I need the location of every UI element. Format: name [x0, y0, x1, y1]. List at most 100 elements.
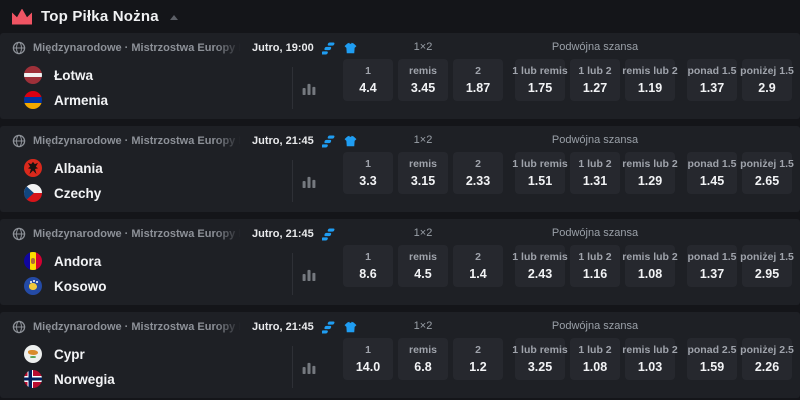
- odds-area: 1×2 Podwójna szansa 1 4.4 remis 3.45 2 1.87…: [343, 38, 794, 101]
- league-name: Międzynarodowe · Mistrzostwa Europy Kwal…: [33, 42, 245, 54]
- team-row-away: Norwegia: [24, 368, 274, 390]
- match-teams-link[interactable]: Cypr Norwegia: [24, 343, 274, 390]
- section-header: Top Piłka Nożna: [0, 0, 800, 33]
- market-1x2-label: 1×2: [413, 40, 433, 53]
- flag-albania-icon: [24, 159, 42, 177]
- odds-button[interactable]: 1 lub remis 1.51: [512, 152, 568, 194]
- match-meta: Międzynarodowe · Mistrzostwa Europy Kwal…: [12, 225, 336, 243]
- odds-button[interactable]: remis 3.45: [398, 59, 448, 101]
- odds-button[interactable]: 2 2.33: [453, 152, 503, 194]
- match-meta: Międzynarodowe · Mistrzostwa Europy Kwal…: [12, 318, 358, 336]
- match-teams-link[interactable]: Andora Kosowo: [24, 250, 274, 297]
- divider: [292, 67, 293, 109]
- market-group-labels: 1×2 Podwójna szansa: [343, 38, 793, 55]
- odds-button[interactable]: poniżej 1.5 2.95: [740, 245, 794, 287]
- statistics-icon[interactable]: [299, 79, 319, 97]
- odds-button[interactable]: 1 lub remis 3.25: [512, 338, 568, 380]
- odds-button[interactable]: 1 lub 2 1.31: [570, 152, 620, 194]
- odds-button[interactable]: poniżej 2.5 2.26: [740, 338, 794, 380]
- section-title: Top Piłka Nożna: [41, 8, 159, 25]
- market-group-labels: 1×2 Podwójna szansa: [343, 224, 793, 241]
- odds-button[interactable]: remis lub 2 1.29: [622, 152, 678, 194]
- flag-cyprus-icon: [24, 345, 42, 363]
- globe-icon: [12, 41, 26, 55]
- market-double-chance-label: Podwójna szansa: [551, 319, 639, 332]
- team-row-home: Andora: [24, 250, 274, 272]
- team-name: Czechy: [54, 185, 102, 201]
- statistics-icon[interactable]: [299, 265, 319, 283]
- market-1x2-label: 1×2: [413, 133, 433, 146]
- boost-icon[interactable]: [321, 41, 336, 55]
- team-name: Cypr: [54, 346, 85, 362]
- odds-button[interactable]: 1 lub 2 1.27: [570, 59, 620, 101]
- team-name: Łotwa: [54, 67, 93, 83]
- odds-row: 1 3.3 remis 3.15 2 2.33 1 lub remis 1.51 1 l…: [343, 152, 794, 194]
- match-time: Jutro, 19:00: [252, 42, 314, 54]
- odds-button[interactable]: 2 1.87: [453, 59, 503, 101]
- odds-button[interactable]: 1 lub 2 1.16: [570, 245, 620, 287]
- odds-row: 1 8.6 remis 4.5 2 1.4 1 lub remis 2.43 1 lub…: [343, 245, 794, 287]
- team-name: Andora: [54, 253, 102, 269]
- flag-norway-icon: [24, 370, 42, 388]
- statistics-icon[interactable]: [299, 172, 319, 190]
- match-teams-link[interactable]: Albania Czechy: [24, 157, 274, 204]
- flag-armenia-icon: [24, 91, 42, 109]
- market-double-chance-label: Podwójna szansa: [551, 133, 639, 146]
- statistics-icon[interactable]: [299, 358, 319, 376]
- market-group-labels: 1×2 Podwójna szansa: [343, 317, 793, 334]
- odds-row: 1 4.4 remis 3.45 2 1.87 1 lub remis 1.75 1 l…: [343, 59, 794, 101]
- league-name: Międzynarodowe · Mistrzostwa Europy Kwal…: [33, 228, 245, 240]
- odds-button[interactable]: remis 4.5: [398, 245, 448, 287]
- odds-row: 1 14.0 remis 6.8 2 1.2 1 lub remis 3.25 1 lu…: [343, 338, 794, 380]
- divider: [292, 160, 293, 202]
- odds-button[interactable]: remis lub 2 1.03: [622, 338, 678, 380]
- boost-icon[interactable]: [321, 134, 336, 148]
- match-list: Międzynarodowe · Mistrzostwa Europy Kwal…: [0, 33, 800, 398]
- match-teams-link[interactable]: Łotwa Armenia: [24, 64, 274, 111]
- match-card: Międzynarodowe · Mistrzostwa Europy Kwal…: [0, 33, 800, 119]
- divider: [292, 253, 293, 295]
- odds-button[interactable]: remis lub 2 1.08: [622, 245, 678, 287]
- odds-area: 1×2 Podwójna szansa 1 14.0 remis 6.8 2 1.2 …: [343, 317, 794, 380]
- market-1x2-label: 1×2: [413, 319, 433, 332]
- crown-icon: [12, 8, 32, 25]
- odds-button[interactable]: 1 lub remis 1.75: [512, 59, 568, 101]
- odds-button[interactable]: 1 14.0: [343, 338, 393, 380]
- odds-button[interactable]: remis 6.8: [398, 338, 448, 380]
- match-meta: Międzynarodowe · Mistrzostwa Europy Kwal…: [12, 132, 358, 150]
- odds-button[interactable]: 1 lub 2 1.08: [570, 338, 620, 380]
- odds-button[interactable]: 2 1.2: [453, 338, 503, 380]
- team-name: Norwegia: [54, 371, 115, 387]
- team-row-home: Cypr: [24, 343, 274, 365]
- market-group-labels: 1×2 Podwójna szansa: [343, 131, 793, 148]
- odds-button[interactable]: ponad 1.5 1.45: [687, 152, 737, 194]
- odds-button[interactable]: remis lub 2 1.19: [622, 59, 678, 101]
- boost-icon[interactable]: [321, 320, 336, 334]
- flag-andorra-icon: [24, 252, 42, 270]
- match-card: Międzynarodowe · Mistrzostwa Europy Kwal…: [0, 312, 800, 398]
- match-time: Jutro, 21:45: [252, 321, 314, 333]
- match-card: Międzynarodowe · Mistrzostwa Europy Kwal…: [0, 219, 800, 305]
- odds-button[interactable]: 1 lub remis 2.43: [512, 245, 568, 287]
- globe-icon: [12, 320, 26, 334]
- odds-button[interactable]: ponad 1.5 1.37: [687, 59, 737, 101]
- odds-button[interactable]: remis 3.15: [398, 152, 448, 194]
- odds-area: 1×2 Podwójna szansa 1 8.6 remis 4.5 2 1.4 1…: [343, 224, 794, 287]
- globe-icon: [12, 134, 26, 148]
- flag-czechia-icon: [24, 184, 42, 202]
- market-double-chance-label: Podwójna szansa: [551, 40, 639, 53]
- odds-button[interactable]: ponad 1.5 1.37: [687, 245, 737, 287]
- odds-button[interactable]: 1 4.4: [343, 59, 393, 101]
- boost-icon[interactable]: [321, 227, 336, 241]
- match-card: Międzynarodowe · Mistrzostwa Europy Kwal…: [0, 126, 800, 212]
- flag-kosovo-icon: [24, 277, 42, 295]
- odds-button[interactable]: 2 1.4: [453, 245, 503, 287]
- odds-button[interactable]: poniżej 1.5 2.65: [740, 152, 794, 194]
- collapse-chevron-icon[interactable]: [169, 15, 178, 20]
- divider: [292, 346, 293, 388]
- odds-button[interactable]: 1 3.3: [343, 152, 393, 194]
- odds-button[interactable]: ponad 2.5 1.59: [687, 338, 737, 380]
- odds-button[interactable]: poniżej 1.5 2.9: [740, 59, 794, 101]
- team-row-away: Czechy: [24, 182, 274, 204]
- odds-button[interactable]: 1 8.6: [343, 245, 393, 287]
